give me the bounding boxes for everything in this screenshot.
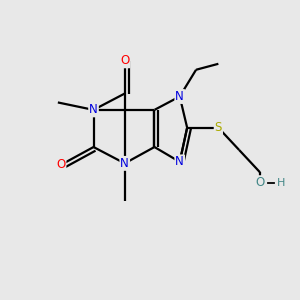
- Text: N: N: [175, 155, 184, 168]
- Text: S: S: [215, 121, 222, 134]
- Text: N: N: [89, 103, 98, 116]
- Text: N: N: [120, 157, 129, 170]
- Text: O: O: [56, 158, 65, 171]
- Text: O: O: [120, 54, 129, 67]
- Text: O: O: [255, 176, 265, 189]
- Text: H: H: [277, 178, 285, 188]
- Text: N: N: [175, 90, 184, 103]
